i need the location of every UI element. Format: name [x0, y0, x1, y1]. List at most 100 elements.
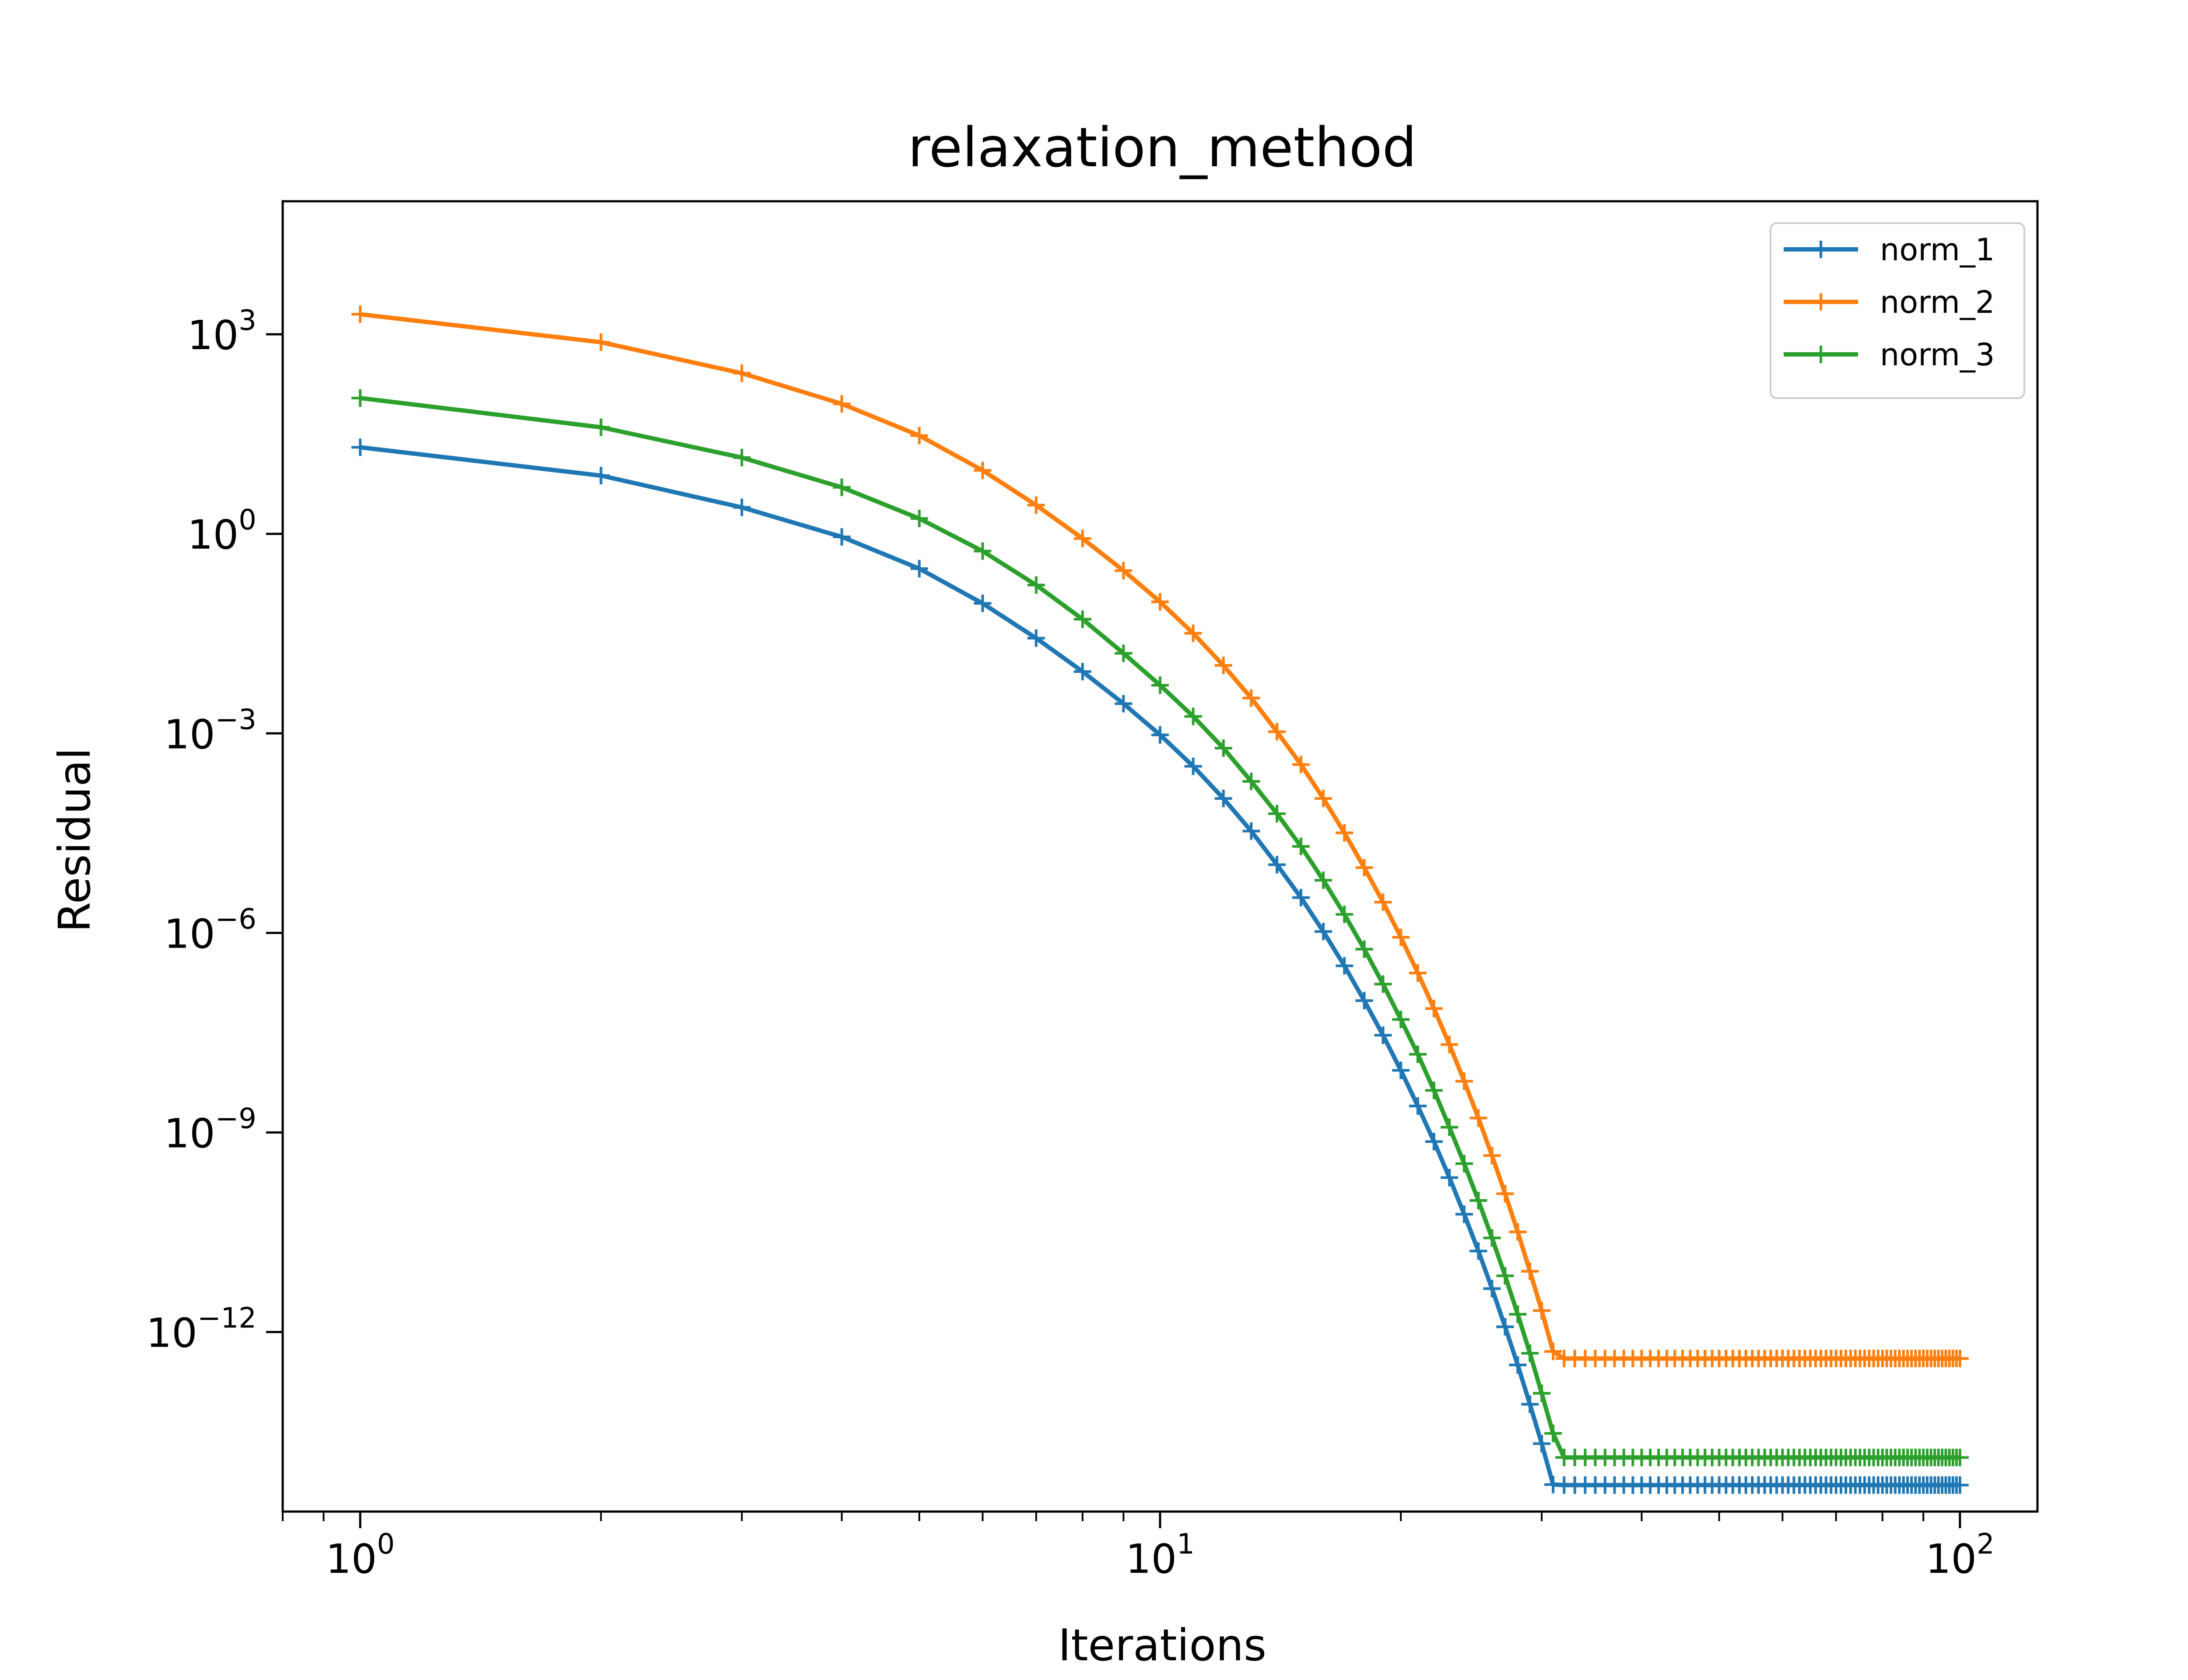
- data-point: [1469, 1191, 1487, 1209]
- data-point: [1483, 1280, 1501, 1298]
- legend-label: norm_1: [1880, 232, 1995, 268]
- data-point: [910, 510, 928, 528]
- y-tick-label: 10−3: [164, 704, 256, 758]
- data-point: [1027, 496, 1045, 514]
- data-point: [1409, 1097, 1427, 1115]
- data-point: [1214, 657, 1232, 675]
- legend: norm_1 norm_2 norm_3: [1770, 222, 2025, 399]
- data-point: [1521, 1262, 1539, 1280]
- data-point: [1533, 1435, 1551, 1452]
- data-point: [1509, 1306, 1527, 1323]
- data-point: [1292, 756, 1310, 774]
- legend-label: norm_3: [1880, 337, 1995, 373]
- data-point: [1355, 859, 1373, 877]
- data-point: [1483, 1147, 1501, 1165]
- data-point: [1336, 906, 1353, 924]
- data-point: [1184, 757, 1202, 775]
- data-point: [1315, 790, 1332, 808]
- data-point: [1027, 576, 1045, 594]
- data-point: [1073, 663, 1091, 680]
- series-norm_3: [351, 389, 1969, 1466]
- data-point: [1336, 824, 1353, 842]
- data-point: [1441, 1036, 1459, 1054]
- data-point: [1951, 1449, 1969, 1466]
- data-point: [1455, 1155, 1473, 1172]
- data-point: [1292, 837, 1310, 855]
- data-point: [1509, 1223, 1527, 1241]
- x-tick-label: 100: [326, 1528, 395, 1582]
- data-point: [1115, 695, 1133, 713]
- x-tick-label: 102: [1925, 1528, 1995, 1582]
- data-point: [1292, 889, 1310, 906]
- axis-ticks: 100 101 102 103 100 10−3 10−6 10−9 10−12: [146, 304, 1995, 1582]
- legend-item-norm_3: norm_3: [1784, 337, 1995, 373]
- data-point: [592, 333, 610, 351]
- data-point: [1509, 1356, 1527, 1374]
- data-point: [974, 595, 992, 612]
- legend-marker: [1812, 293, 1830, 311]
- data-point: [351, 438, 369, 456]
- data-point: [1268, 856, 1286, 874]
- data-point: [1027, 629, 1045, 647]
- data-point: [1073, 529, 1091, 547]
- data-point: [1483, 1229, 1501, 1247]
- y-tick-label: 100: [187, 504, 256, 558]
- data-point: [1073, 610, 1091, 628]
- data-point: [1951, 1350, 1969, 1368]
- data-point: [1151, 676, 1169, 694]
- data-point: [733, 364, 751, 382]
- data-point: [1392, 928, 1410, 946]
- data-point: [1374, 1026, 1392, 1044]
- data-point: [1242, 822, 1260, 840]
- data-point: [833, 395, 851, 413]
- data-point: [733, 448, 751, 466]
- data-point: [1374, 975, 1392, 993]
- data-point: [1521, 1344, 1539, 1362]
- legend-marker: [1812, 346, 1830, 363]
- data-point: [1242, 772, 1260, 790]
- data-point: [833, 528, 851, 546]
- axes-frame: [281, 200, 2039, 1513]
- data-point: [910, 427, 928, 444]
- legend-item-norm_1: norm_1: [1784, 232, 1995, 268]
- data-point: [733, 498, 751, 516]
- data-point: [1425, 1082, 1443, 1099]
- data-point: [1544, 1343, 1562, 1361]
- data-point: [1151, 593, 1169, 611]
- x-axis-label: Iterations: [1058, 1620, 1266, 1671]
- legend-item-norm_2: norm_2: [1784, 284, 1995, 320]
- data-point: [1544, 1424, 1562, 1442]
- y-axis-label: Residual: [49, 748, 100, 932]
- data-point: [1392, 1011, 1410, 1029]
- data-point: [1521, 1395, 1539, 1413]
- data-point: [1242, 689, 1260, 707]
- data-point: [1496, 1185, 1514, 1203]
- legend-label: norm_2: [1880, 284, 1995, 320]
- data-point: [592, 418, 610, 436]
- data-point: [910, 560, 928, 578]
- data-point: [1355, 940, 1373, 958]
- series-norm_1: [351, 438, 1969, 1494]
- data-point: [1533, 1302, 1551, 1320]
- data-point: [974, 542, 992, 560]
- data-point: [1533, 1384, 1551, 1402]
- data-point: [1315, 871, 1332, 889]
- data-point: [1455, 1072, 1473, 1090]
- y-tick-label: 10−12: [146, 1302, 256, 1357]
- data-point: [1469, 1242, 1487, 1260]
- data-point: [1336, 957, 1353, 975]
- data-point: [833, 478, 851, 496]
- data-point: [1184, 707, 1202, 725]
- data-point: [1441, 1118, 1459, 1136]
- y-tick-label: 103: [187, 304, 256, 359]
- data-point: [1115, 562, 1133, 580]
- chart-title: relaxation_method: [908, 116, 1417, 179]
- data-point: [592, 467, 610, 485]
- plot-area: [351, 305, 1969, 1494]
- data-point: [1409, 964, 1427, 982]
- data-point: [1496, 1267, 1514, 1285]
- data-point: [1496, 1318, 1514, 1336]
- data-point: [1214, 790, 1232, 808]
